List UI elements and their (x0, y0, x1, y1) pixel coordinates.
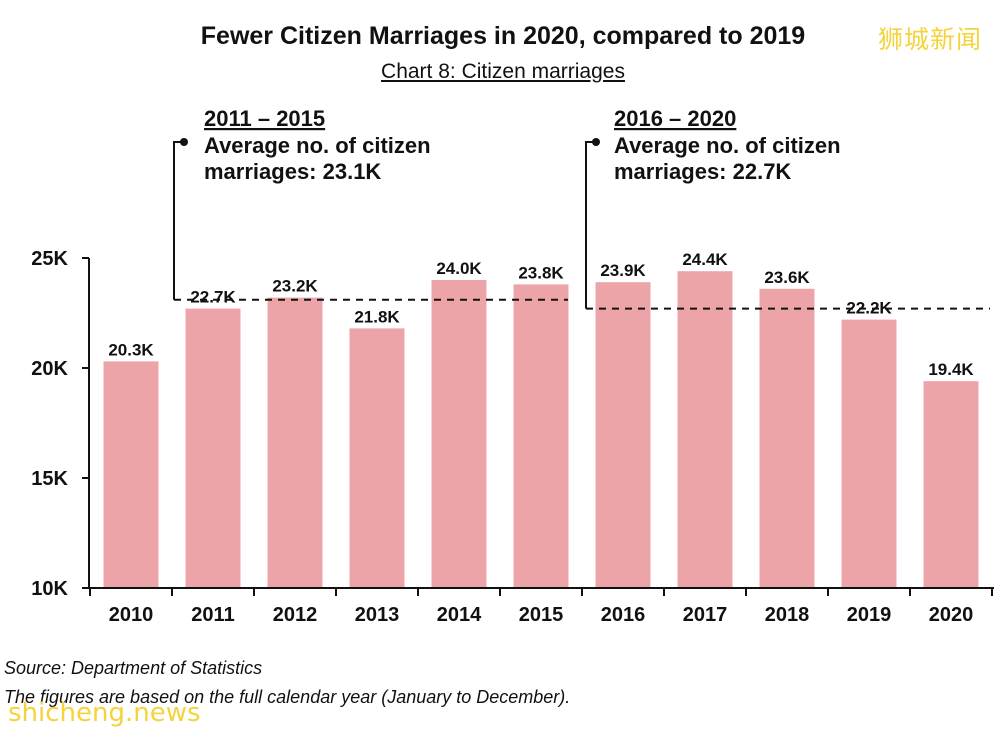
y-tick-label-25K: 25K (31, 248, 68, 270)
bar-2020 (923, 381, 979, 588)
annotation-dot-1 (180, 138, 188, 146)
data-label-2011: 22.7K (190, 288, 236, 307)
chart-title: Fewer Citizen Marriages in 2020, compare… (200, 22, 806, 50)
y-tick-label-15K: 15K (31, 468, 68, 490)
chart-subtitle: Chart 8: Citizen marriages (0, 60, 996, 84)
data-label-2012: 23.2K (272, 277, 318, 296)
x-tick-label-2018: 2018 (765, 604, 810, 626)
data-label-2019: 22.2K (846, 299, 892, 318)
x-tick-label-2015: 2015 (519, 604, 564, 626)
data-label-2010: 20.3K (108, 340, 154, 359)
data-label-2014: 24.0K (436, 259, 482, 278)
watermark-logo-chinese: 狮城新闻 (877, 25, 982, 54)
annotation-line2-2: marriages: 22.7K (614, 159, 791, 184)
bar-2015 (513, 284, 569, 588)
x-tick-label-2011: 2011 (191, 604, 234, 626)
data-label-2013: 21.8K (354, 307, 400, 326)
annotation-dot-2 (592, 138, 600, 146)
annotation-line1-2: Average no. of citizen (614, 133, 841, 158)
x-tick-label-2019: 2019 (847, 604, 892, 626)
x-tick-label-2012: 2012 (273, 604, 318, 626)
y-tick-label-20K: 20K (31, 358, 68, 380)
bar-2010 (103, 361, 159, 588)
bar-2013 (349, 328, 405, 588)
bar-2014 (431, 280, 487, 588)
x-tick-label-2010: 2010 (109, 604, 154, 626)
annotation-period-2: 2016 – 2020 (614, 106, 736, 131)
bar-2011 (185, 308, 241, 588)
annotation-connector-2 (585, 141, 596, 309)
data-label-2015: 23.8K (518, 263, 564, 282)
annotation-period-1: 2011 – 2015 (204, 106, 325, 131)
x-tick-label-2017: 2017 (683, 604, 728, 626)
x-tick-label-2014: 2014 (437, 604, 482, 626)
bar-2018 (759, 288, 815, 588)
annotation-line2-1: marriages: 23.1K (204, 159, 381, 184)
chart-subtitle-text: Chart 8: Citizen marriages (381, 60, 625, 83)
data-label-2020: 19.4K (928, 360, 974, 379)
data-label-2017: 24.4K (682, 250, 728, 269)
source-note: Source: Department of Statistics (4, 658, 263, 678)
data-label-2016: 23.9K (600, 261, 646, 280)
annotation-connector-1 (173, 141, 184, 300)
data-label-2018: 23.6K (764, 268, 810, 287)
x-tick-label-2020: 2020 (929, 604, 974, 626)
bar-2016 (595, 282, 651, 588)
bar-2017 (677, 271, 733, 588)
footnote: The figures are based on the full calend… (4, 687, 571, 707)
bar-2019 (841, 319, 897, 588)
x-tick-label-2016: 2016 (601, 604, 646, 626)
y-tick-label-10K: 10K (31, 578, 68, 600)
annotation-line1-1: Average no. of citizen (204, 133, 431, 158)
bar-2012 (267, 297, 323, 588)
x-tick-label-2013: 2013 (355, 604, 400, 626)
watermark-logo-english: shicheng.news (8, 698, 201, 728)
